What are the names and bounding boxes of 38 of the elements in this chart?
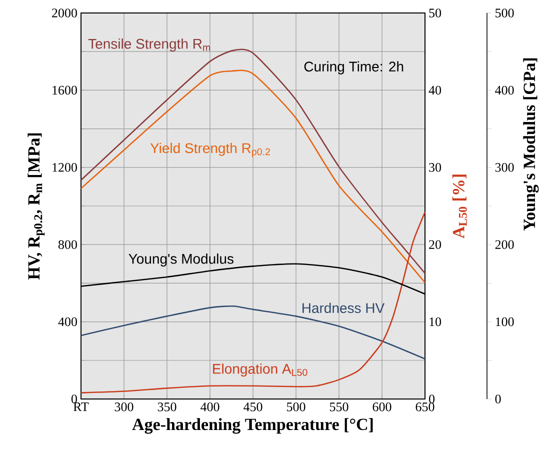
x-tick-label: RT <box>73 402 89 412</box>
x-tick-label: 400 <box>200 402 220 412</box>
y3-tick-label: 500 <box>496 8 514 18</box>
x-tick-label: 600 <box>372 402 392 412</box>
x-axis-title: Age-hardening Temperature [°C] <box>132 418 373 434</box>
x-tick-label: 550 <box>330 402 348 412</box>
y2-tick-label: 50 <box>429 8 442 18</box>
y-tick-label: 0 <box>71 394 77 404</box>
series-label: Yield Strength R$_{p0.2}$ <box>150 142 270 158</box>
series-label: Young's Modulus <box>128 254 234 267</box>
y2-tick-label: 40 <box>428 86 442 95</box>
y-tick-label: 1200 <box>52 163 77 172</box>
y-tick-label: 800 <box>58 240 77 249</box>
y2-tick-label: 10 <box>430 317 442 326</box>
y3-tick-label: 100 <box>496 317 514 326</box>
y2-tick-label: 30 <box>429 163 442 172</box>
y-tick-label: 400 <box>58 317 77 326</box>
series-label: Tensile Strength R$_{m}$ <box>88 38 210 52</box>
y3-tick-label: 400 <box>495 86 514 95</box>
series-label: Hardness HV <box>302 302 385 314</box>
y-tick-label: 2000 <box>52 8 77 18</box>
y2-tick-label: 20 <box>429 240 442 249</box>
y2-tick-label: 0 <box>429 394 435 404</box>
y3-tick-label: 300 <box>495 163 514 172</box>
x-tick-label: 350 <box>158 402 176 412</box>
y-tick-label: 1600 <box>52 86 77 95</box>
x-tick-label: 450 <box>244 402 262 412</box>
y3-tick-label: 0 <box>495 394 501 404</box>
annotation: Curing Time: 2h <box>304 61 404 74</box>
y3-tick-label: 200 <box>495 240 514 249</box>
y-axis-title: HV, R$_{p0.2}$, R$_{m}$ [MPa] <box>28 133 45 280</box>
line-series <box>80 212 426 394</box>
x-tick-label: 650 <box>416 402 434 412</box>
series-label: Elongation A$_{L50}$ <box>213 364 308 377</box>
x-tick-label: 500 <box>287 402 306 412</box>
y3-axis-title: Young's Modulus [GPa] <box>523 58 539 231</box>
x-tick-label: 300 <box>114 402 134 412</box>
y2-axis-title: A$_{L50}$ [%] <box>452 174 467 238</box>
